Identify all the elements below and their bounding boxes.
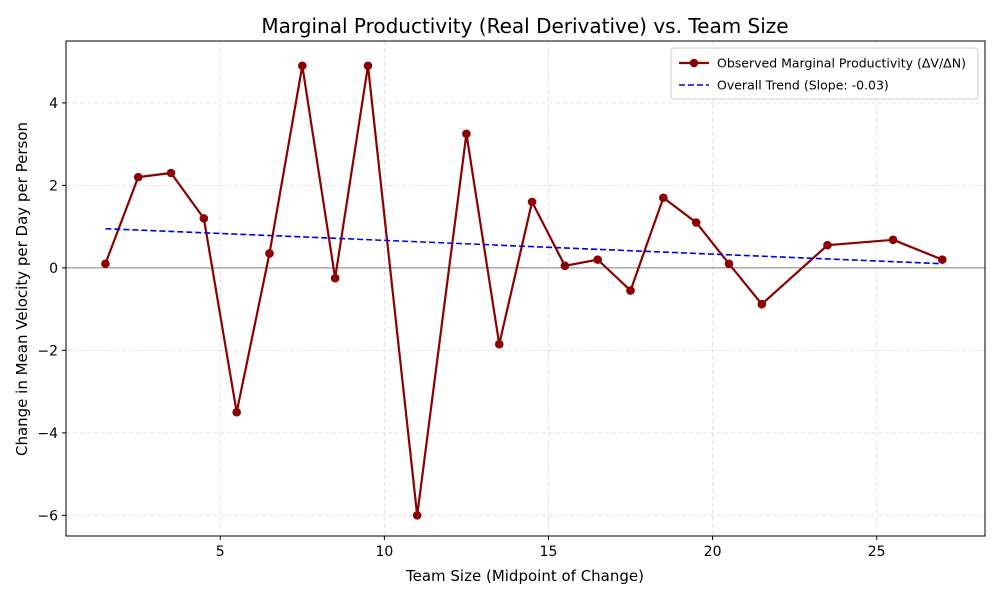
data-point [626,286,635,295]
tick-layer: 5 10 15 20 25 −6 −4 −2 0 2 4 [37,96,885,560]
data-point [363,61,373,71]
legend-box [670,47,979,100]
series-layer [101,61,947,520]
data-point [101,259,110,269]
data-point [199,214,209,223]
data-point [412,511,422,520]
x-axis-label: Team Size (Midpoint of Change) [405,567,644,585]
legend: Observed Marginal Productivity (ΔV/ΔN) Ov… [670,47,979,100]
legend-entry-label: Overall Trend (Slope: -0.03) [717,78,889,93]
data-point [133,172,143,182]
data-point [659,193,668,203]
x-tick-label: 25 [868,544,886,560]
data-point [232,407,241,417]
y-tick-label: 2 [49,178,58,194]
legend-swatch-marker [689,58,699,68]
data-point [823,240,832,250]
data-point [724,259,734,269]
y-tick-label: 4 [49,96,58,112]
x-tick-label: 10 [375,544,393,560]
x-tick-label: 5 [216,544,225,560]
data-point [888,235,898,245]
y-axis-label: Change in Mean Velocity per Day per Pers… [13,122,31,456]
trend-line [105,227,943,265]
y-tick-label: 0 [49,261,58,277]
observed-productivity-line [104,64,943,517]
data-point [330,273,340,283]
plot-frame [65,40,986,537]
x-tick-label: 15 [540,544,558,560]
data-point [593,255,603,264]
legend-entry-label: Observed Marginal Productivity (ΔV/ΔN) [717,56,966,71]
data-point [938,255,947,264]
x-tick-label: 20 [704,544,722,560]
data-point [298,61,307,71]
y-tick-label: −4 [37,426,58,442]
data-point [166,168,176,178]
data-point [527,197,537,207]
chart-title: Marginal Productivity (Real Derivative) … [261,14,788,38]
data-point [691,218,701,227]
data-point [462,129,471,139]
data-point [265,249,274,258]
data-point [560,261,570,271]
grid [66,41,985,536]
y-tick-label: −6 [37,508,58,524]
data-point [757,299,767,309]
y-tick-label: −2 [37,343,58,359]
data-point [494,339,504,349]
